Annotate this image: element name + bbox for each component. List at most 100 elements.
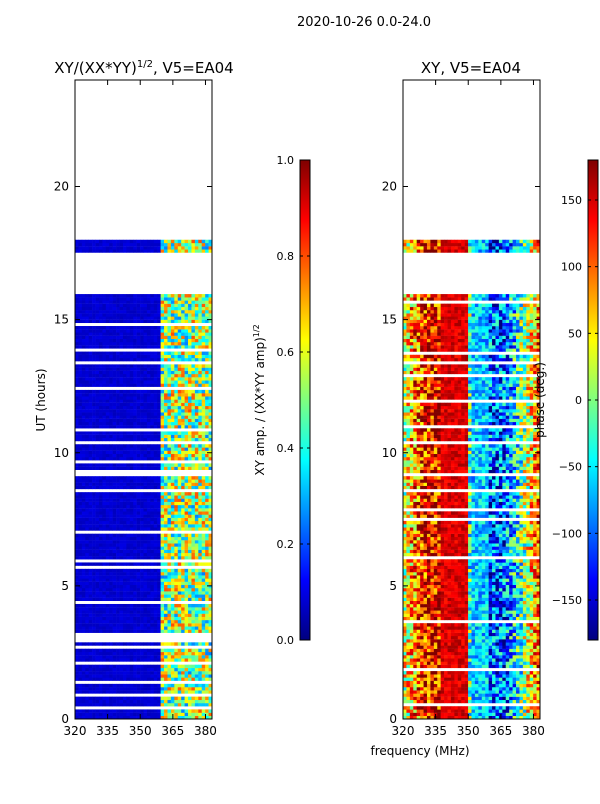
- heatmap-cell: [116, 400, 120, 403]
- heatmap-cell: [174, 431, 178, 434]
- heatmap-cell: [174, 304, 178, 307]
- heatmap-cell: [140, 671, 144, 674]
- heatmap-cell: [454, 690, 458, 693]
- heatmap-cell: [195, 355, 199, 358]
- heatmap-cell: [109, 620, 113, 623]
- heatmap-cell: [123, 578, 127, 581]
- heatmap-cell: [137, 521, 141, 524]
- heatmap-cell: [198, 310, 202, 313]
- heatmap-cell: [96, 591, 100, 594]
- heatmap-cell: [140, 540, 144, 543]
- heatmap-cell: [178, 658, 182, 661]
- heatmap-cell: [161, 390, 165, 393]
- heatmap-cell: [89, 400, 93, 403]
- heatmap-cell: [195, 240, 199, 243]
- heatmap-cell: [78, 368, 82, 371]
- heatmap-cell: [188, 713, 192, 716]
- heatmap-cell: [85, 355, 89, 358]
- heatmap-cell: [167, 297, 171, 300]
- heatmap-cell: [533, 693, 537, 696]
- heatmap-cell: [109, 336, 113, 339]
- heatmap-cell: [509, 709, 513, 712]
- heatmap-cell: [188, 521, 192, 524]
- heatmap-cell: [137, 658, 141, 661]
- heatmap-cell: [144, 368, 148, 371]
- heatmap-cell: [188, 677, 192, 680]
- heatmap-cell: [126, 368, 130, 371]
- heatmap-cell: [171, 384, 175, 387]
- heatmap-cell: [130, 524, 134, 527]
- heatmap-cell: [113, 709, 117, 712]
- heatmap-cell: [78, 431, 82, 434]
- heatmap-cell: [472, 697, 476, 700]
- heatmap-cell: [99, 409, 103, 412]
- heatmap-cell: [482, 700, 486, 703]
- heatmap-cell: [465, 693, 469, 696]
- heatmap-cell: [144, 671, 148, 674]
- heatmap-cell: [195, 492, 199, 495]
- heatmap-cell: [185, 642, 189, 645]
- heatmap-cell: [140, 553, 144, 556]
- heatmap-cell: [157, 658, 161, 661]
- heatmap-cell: [92, 307, 96, 310]
- heatmap-cell: [202, 617, 206, 620]
- heatmap-cell: [167, 521, 171, 524]
- heatmap-cell: [137, 422, 141, 425]
- heatmap-cell: [157, 620, 161, 623]
- heatmap-cell: [130, 499, 134, 502]
- heatmap-cell: [161, 320, 165, 323]
- heatmap-cell: [181, 562, 185, 565]
- heatmap-cell: [171, 665, 175, 668]
- heatmap-cell: [92, 326, 96, 329]
- heatmap-cell: [205, 358, 209, 361]
- heatmap-cell: [126, 403, 130, 406]
- heatmap-cell: [178, 642, 182, 645]
- heatmap-cell: [188, 444, 192, 447]
- heatmap-cell: [96, 709, 100, 712]
- heatmap-cell: [202, 537, 206, 540]
- heatmap-cell: [78, 364, 82, 367]
- heatmap-cell: [144, 316, 148, 319]
- heatmap-cell: [106, 396, 110, 399]
- heatmap-cell: [106, 419, 110, 422]
- heatmap-cell: [198, 294, 202, 297]
- heatmap-cell: [178, 588, 182, 591]
- heatmap-cell: [147, 393, 151, 396]
- heatmap-cell: [205, 521, 209, 524]
- heatmap-cell: [123, 713, 127, 716]
- heatmap-cell: [116, 543, 120, 546]
- heatmap-cell: [109, 518, 113, 521]
- heatmap-cell: [126, 297, 130, 300]
- heatmap-cell: [102, 415, 106, 418]
- heatmap-cell: [195, 668, 199, 671]
- heatmap-cell: [185, 358, 189, 361]
- heatmap-cell: [144, 431, 148, 434]
- heatmap-cell: [167, 476, 171, 479]
- heatmap-cell: [434, 700, 438, 703]
- heatmap-cell: [109, 246, 113, 249]
- heatmap-cell: [92, 352, 96, 355]
- heatmap-cell: [198, 380, 202, 383]
- heatmap-cell: [150, 467, 154, 470]
- heatmap-cell: [130, 575, 134, 578]
- heatmap-cell: [89, 626, 93, 629]
- heatmap-cell: [133, 665, 137, 668]
- heatmap-cell: [506, 693, 510, 696]
- heatmap-cell: [113, 575, 117, 578]
- heatmap-cell: [133, 550, 137, 553]
- heatmap-cell: [123, 374, 127, 377]
- heatmap-cell: [171, 495, 175, 498]
- heatmap-cell: [82, 553, 86, 556]
- heatmap-cell: [195, 409, 199, 412]
- heatmap-cell: [202, 435, 206, 438]
- heatmap-cell: [123, 409, 127, 412]
- heatmap-cell: [164, 476, 168, 479]
- heatmap-cell: [171, 546, 175, 549]
- heatmap-cell: [96, 658, 100, 661]
- heatmap-cell: [144, 543, 148, 546]
- heatmap-cell: [198, 578, 202, 581]
- heatmap-cell: [78, 642, 82, 645]
- heatmap-cell: [126, 697, 130, 700]
- heatmap-cell: [75, 556, 79, 559]
- heatmap-cell: [78, 524, 82, 527]
